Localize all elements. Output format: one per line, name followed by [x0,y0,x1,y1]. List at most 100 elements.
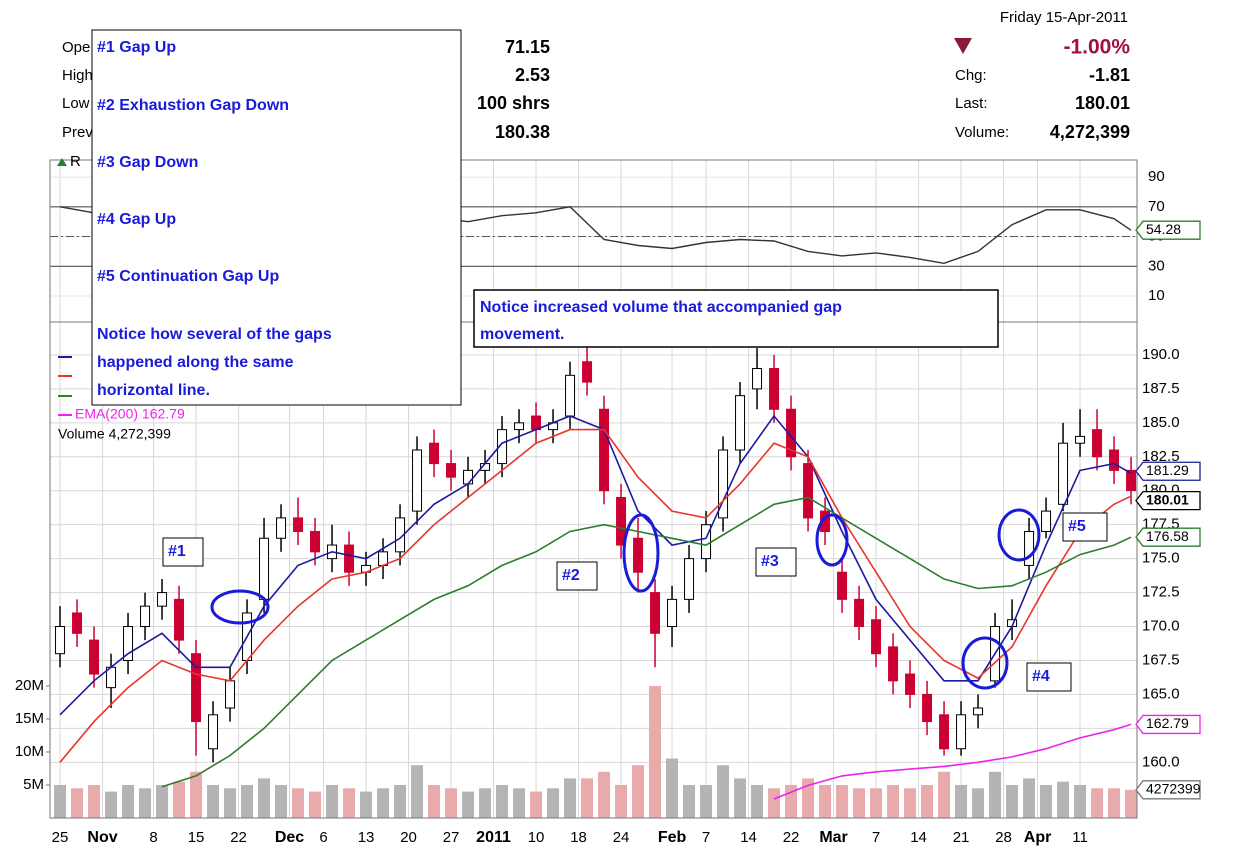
down-arrow [954,38,972,54]
candle-body [191,653,202,723]
candle-body [888,646,899,682]
volume-bar [258,778,271,818]
annotation-line: #3 Gap Down [97,154,198,171]
overlays: #1 Gap Up #2 Exhaustion Gap Down #3 Gap … [91,29,1201,800]
x-tick-label: 13 [358,829,375,846]
prev-value: 180.38 [495,122,550,142]
volume-bar [445,788,458,818]
candle-body [1024,530,1035,566]
candle-body [140,605,151,628]
volume-bar [581,778,594,818]
volume-bar [700,784,713,818]
volume-bar [615,784,628,818]
annotation-line: #2 Exhaustion Gap Down [97,97,289,114]
volume-bar [547,788,560,818]
note-line: movement. [480,326,564,343]
candle-body [718,449,729,519]
value-tag [1135,490,1201,511]
volume-bar [207,784,220,818]
prev-label: Prev [62,124,93,141]
candle-body [1092,429,1103,458]
volume-bar [598,771,611,818]
y-tick-label: 190.0 [1142,346,1180,363]
volume-bar [768,788,781,818]
y-tick-label: 175.0 [1142,550,1180,567]
high-value: 2.53 [515,65,550,85]
x-tick-label: 14 [740,829,757,846]
marker-box [556,561,598,591]
volume-bar [122,784,135,818]
note-box [473,289,999,348]
x-tick-label: 18 [570,829,587,846]
volume-tick-label: 15M [15,710,44,727]
annotation-line: #4 Gap Up [97,211,176,228]
marker-box [1062,512,1108,542]
rsi-tick-label: 30 [1148,257,1165,274]
volume-bar [411,765,424,818]
volume-tick-label: 20M [15,677,44,694]
volume-bar [156,784,169,818]
x-tick-label: 22 [783,829,800,846]
candle-body [225,680,236,709]
candle-body [769,368,780,410]
annotation-line: #1 Gap Up [97,39,176,56]
volume-bar [751,784,764,818]
x-tick-label: 8 [149,829,157,846]
x-tick-label: 22 [230,829,247,846]
x-tick-label: 7 [872,829,880,846]
marker-box [162,537,204,567]
rsi-tick-label: 70 [1148,198,1165,215]
x-tick-label: 20 [400,829,417,846]
legend-volume: Volume 4,272,399 [58,426,171,442]
y-tick-label: 170.0 [1142,617,1180,634]
x-tick-label: 10 [528,829,545,846]
candle-body [514,422,525,431]
candle-body [565,374,576,417]
volume-bar [904,788,917,818]
candle-body [786,408,797,458]
candle-body [157,592,168,607]
volume-bar [921,784,934,818]
candle-body [55,626,66,655]
y-tick-label: 187.5 [1142,380,1180,397]
volume-bar [819,784,832,818]
candle-body [803,463,814,519]
x-tick-label: 6 [319,829,327,846]
volume-bar [632,765,645,818]
high-label: High [62,67,93,84]
value-tag [1135,527,1201,547]
note-line: Notice increased volume that accompanied… [480,299,842,316]
gap-ellipse [961,636,1009,690]
volume-bar [377,788,390,818]
value-tag [1135,780,1201,800]
candle-body [344,544,355,573]
value-tag-label: 180.01 [1146,491,1189,507]
volume-bar [326,784,339,818]
volume-bar [1091,788,1104,818]
volume-bar [88,784,101,818]
candle-body [446,463,457,478]
volume-bar [1074,784,1087,818]
volume-bar [275,784,288,818]
value-tag [1135,461,1201,481]
candle-body [616,497,627,546]
volume-bar [717,765,730,818]
candle-body [752,368,763,390]
candle-body [497,429,508,465]
volume-bar [105,791,118,818]
volume-bar [428,784,441,818]
candle-body [599,408,610,492]
candle-body [633,537,644,573]
legend-ema200: EMA(200) 162.79 [75,406,185,422]
rsi-icon [57,158,67,166]
volume-bar [224,788,237,818]
volume-bar [938,771,951,818]
volume-bar [1040,784,1053,818]
volume-bar [1023,778,1036,818]
candle-body [871,619,882,655]
x-tick-label: 27 [443,829,460,846]
candle-body [837,571,848,600]
candle-body [854,598,865,628]
volume-bar [1006,784,1019,818]
volume-bar [1108,788,1121,818]
